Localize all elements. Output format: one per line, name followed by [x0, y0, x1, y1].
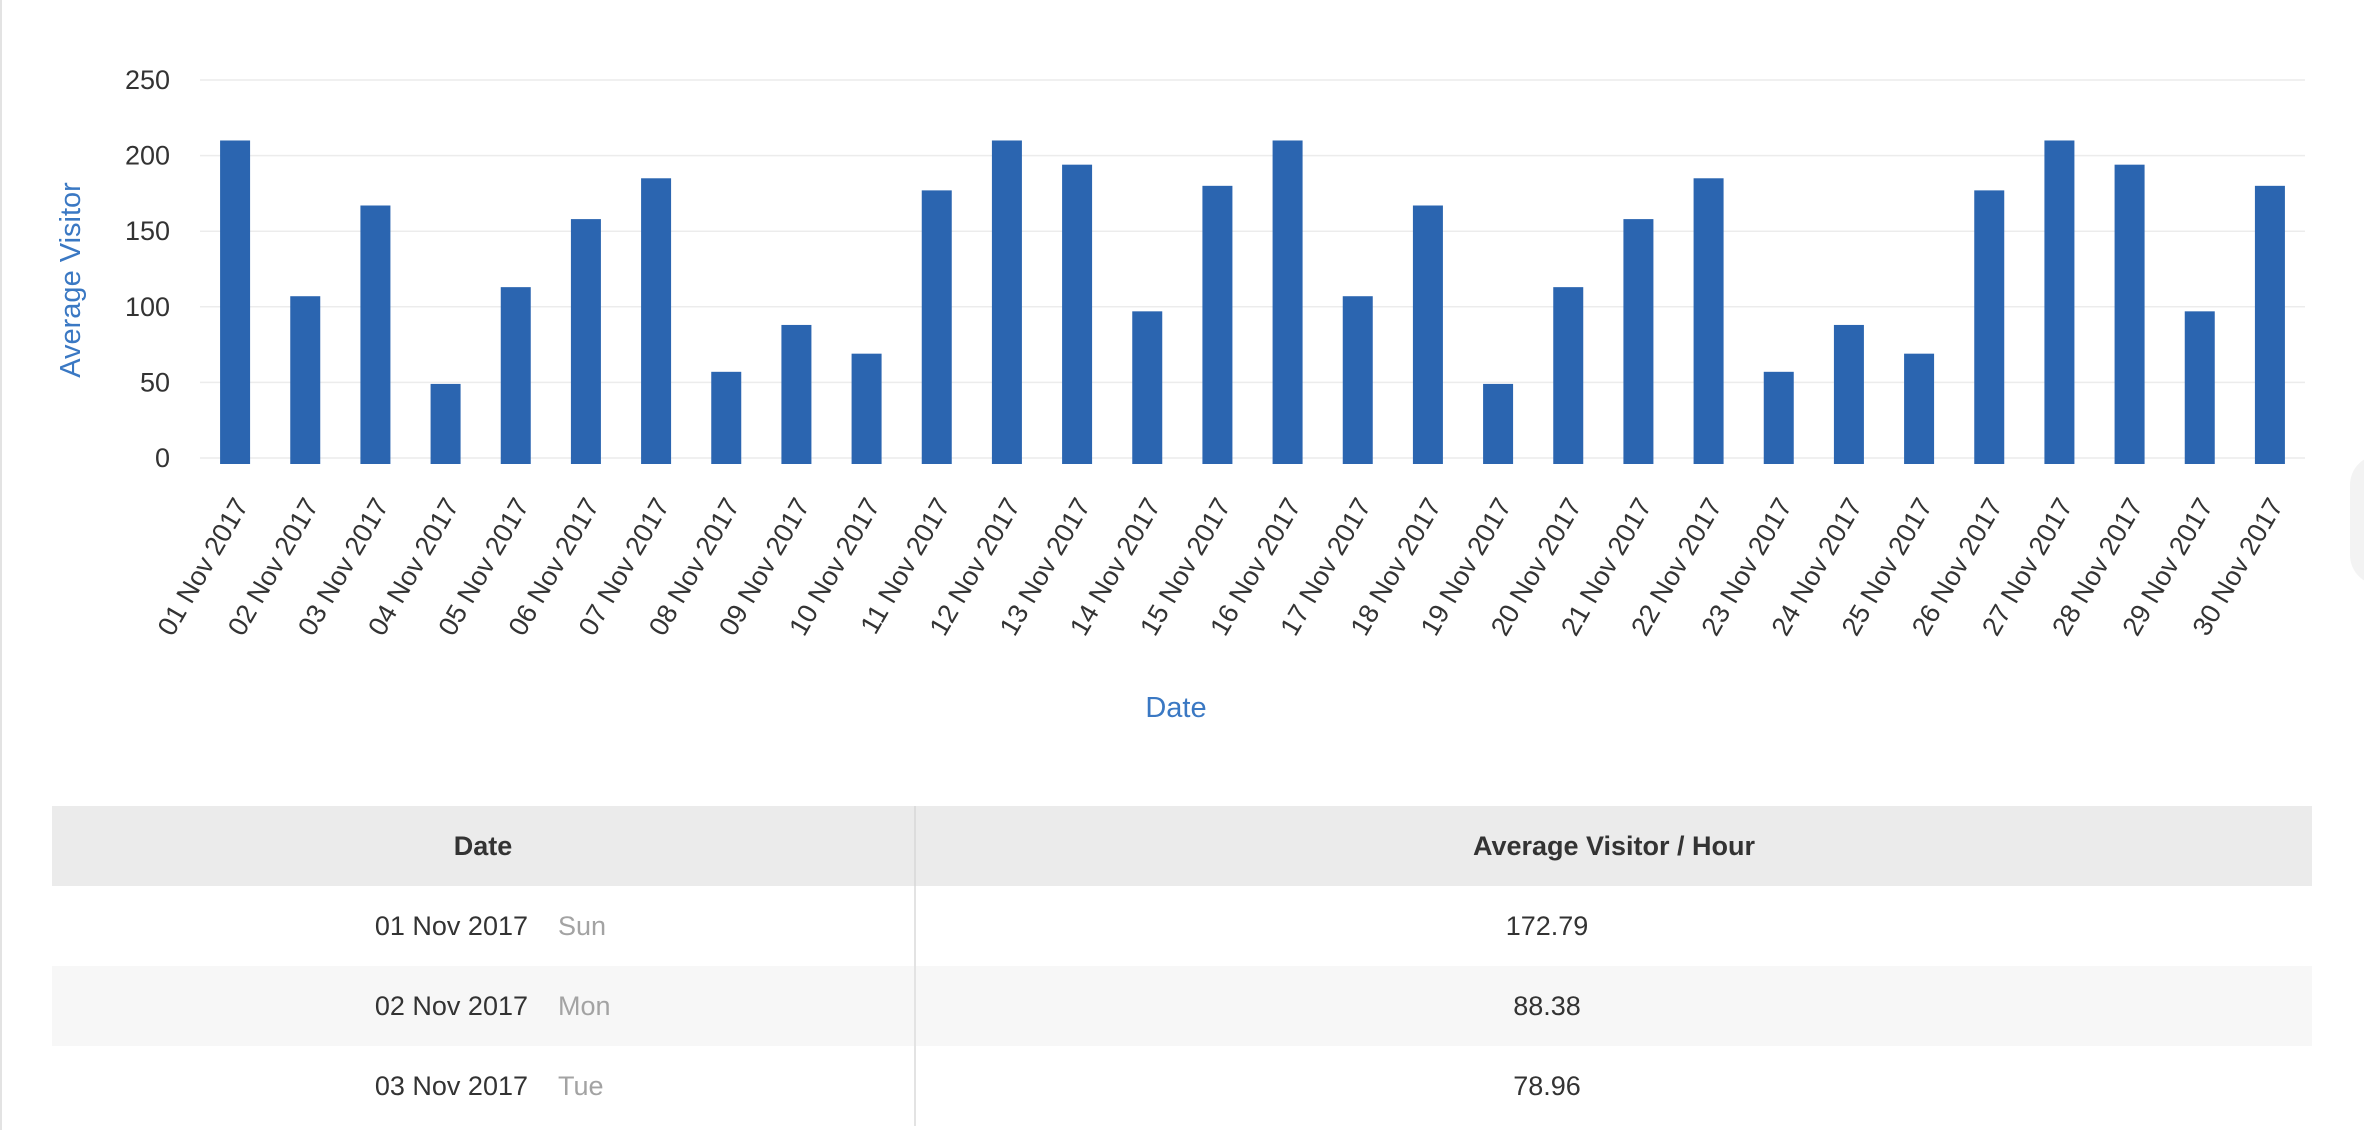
date-cell: 03 Nov 2017 Tue	[52, 1046, 916, 1126]
bar[interactable]	[991, 140, 1022, 465]
bars	[220, 140, 2285, 465]
bar[interactable]	[1833, 324, 1864, 464]
table-header: Date Average Visitor / Hour	[52, 806, 2312, 886]
bar[interactable]	[1412, 205, 1443, 464]
date-cell: 01 Nov 2017 Sun	[52, 886, 916, 966]
row-day: Sun	[558, 910, 607, 941]
scroll-handle[interactable]	[2350, 455, 2364, 585]
average-visitor-column-header[interactable]: Average Visitor / Hour	[1472, 830, 1756, 861]
bar[interactable]	[1904, 353, 1935, 464]
bar[interactable]	[921, 190, 952, 464]
table-body: 01 Nov 2017 Sun 172.79 02 Nov 2017 Mon 8…	[52, 886, 2312, 1126]
bar[interactable]	[2184, 311, 2215, 464]
visitor-table: Date Average Visitor / Hour 01 Nov 2017 …	[52, 806, 2312, 1126]
bar[interactable]	[851, 353, 882, 464]
date-cell: 02 Nov 2017 Mon	[52, 966, 916, 1046]
bar[interactable]	[2044, 140, 2075, 465]
row-date: 03 Nov 2017	[374, 1070, 528, 1101]
bar[interactable]	[430, 383, 461, 464]
gridlines	[200, 79, 2305, 459]
date-column-header[interactable]: Date	[52, 806, 916, 886]
bar[interactable]	[220, 140, 251, 465]
bar[interactable]	[1202, 185, 1233, 464]
bar[interactable]	[781, 324, 812, 464]
value-cell: 88.38	[1513, 990, 1581, 1021]
row-day: Tue	[558, 1070, 604, 1101]
bar[interactable]	[1623, 219, 1654, 464]
bar[interactable]	[1693, 178, 1724, 464]
y-tick-label: 250	[125, 65, 170, 95]
bar[interactable]	[1132, 311, 1163, 464]
x-axis-title: Date	[1145, 692, 1206, 724]
bar[interactable]	[1272, 140, 1303, 465]
bar[interactable]	[570, 219, 601, 464]
bar[interactable]	[1553, 287, 1584, 464]
y-tick-label: 0	[155, 443, 170, 473]
y-axis-ticks: 0 50 100 150 200 250	[125, 65, 170, 473]
bar[interactable]	[1763, 371, 1794, 464]
row-day: Mon	[558, 990, 611, 1021]
bar[interactable]	[1342, 296, 1373, 464]
bar[interactable]	[711, 371, 742, 464]
y-axis-title: Average Visitor	[55, 182, 87, 378]
bar[interactable]	[360, 205, 391, 464]
y-tick-label: 150	[125, 216, 170, 246]
table-row: 03 Nov 2017 Tue 78.96	[52, 1046, 2312, 1126]
bar[interactable]	[1974, 190, 2005, 464]
bar[interactable]	[641, 178, 672, 464]
value-cell: 172.79	[1505, 910, 1589, 941]
y-tick-label: 200	[125, 141, 170, 171]
table-row: 01 Nov 2017 Sun 172.79	[52, 886, 2312, 966]
bar[interactable]	[1483, 383, 1514, 464]
row-date: 02 Nov 2017	[374, 990, 528, 1021]
table-row: 02 Nov 2017 Mon 88.38	[52, 966, 2312, 1046]
y-tick-label: 50	[140, 367, 170, 397]
value-cell: 78.96	[1513, 1070, 1581, 1101]
bar[interactable]	[2254, 185, 2285, 464]
bar[interactable]	[500, 287, 531, 464]
y-tick-label: 100	[125, 292, 170, 322]
bar[interactable]	[290, 296, 321, 464]
bar[interactable]	[2114, 164, 2145, 464]
row-date: 01 Nov 2017	[374, 910, 528, 941]
bar[interactable]	[1062, 164, 1093, 464]
